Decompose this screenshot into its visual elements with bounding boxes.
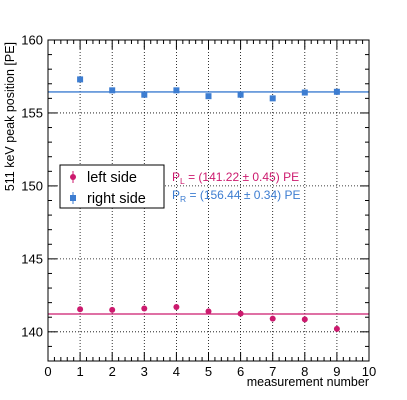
data-point-left	[301, 316, 308, 323]
data-point-right	[109, 87, 116, 94]
fit-label-right-sub: R	[180, 194, 186, 204]
x-tick-label: 2	[109, 364, 116, 379]
y-tick-label: 145	[21, 251, 43, 266]
data-point-left	[237, 310, 244, 317]
data-point-right	[77, 76, 84, 83]
data-point-left	[77, 306, 84, 313]
x-tick-label: 7	[269, 364, 276, 379]
axis-ticks	[47, 39, 370, 362]
data-point-right	[141, 91, 148, 98]
x-tick-label: 10	[362, 364, 376, 379]
y-axis-title: 511 keV peak position [PE]	[3, 42, 17, 191]
x-tick-label: 1	[76, 364, 83, 379]
data-point-right	[173, 87, 180, 94]
fit-label-right: PR = (156.44 ± 0.34) PE	[172, 188, 300, 204]
x-tick-label: 0	[44, 364, 51, 379]
y-tick-label: 140	[21, 324, 43, 339]
data-point-left	[109, 306, 116, 313]
legend-box	[59, 164, 165, 209]
x-tick-label: 9	[333, 364, 340, 379]
legend-right-marker	[70, 195, 76, 201]
data-point-right	[333, 88, 340, 95]
x-tick-label: 8	[301, 364, 308, 379]
data-points	[77, 76, 340, 332]
y-tick-label: 155	[21, 105, 43, 120]
tick-labels: 0 1 2 3 4 5 6 7 8 9 10 140 145 150 155 160	[21, 33, 376, 380]
fit-label-left-sub: L	[180, 176, 185, 186]
x-tick-label: 4	[173, 364, 180, 379]
fit-label-left: PL = (141.22 ± 0.45) PE	[172, 170, 299, 186]
y-tick-label: 150	[21, 178, 43, 193]
data-point-left	[269, 315, 276, 322]
data-point-right	[205, 93, 212, 100]
fit-label-left-prefix: P	[172, 170, 180, 184]
data-point-right	[301, 89, 308, 96]
y-tick-label: 160	[21, 33, 43, 48]
data-point-left	[141, 305, 148, 312]
data-point-right	[237, 91, 244, 98]
fit-label-left-text: = (141.22 ± 0.45) PE	[185, 170, 299, 184]
legend-right-label: right side	[87, 191, 146, 207]
legend: left side right side	[59, 164, 165, 209]
data-point-left	[205, 308, 212, 315]
data-point-right	[269, 95, 276, 102]
fit-label-right-text: = (156.44 ± 0.34) PE	[186, 188, 300, 202]
fit-label-right-prefix: P	[172, 188, 180, 202]
legend-left-marker	[70, 174, 76, 180]
data-point-left	[173, 304, 180, 311]
x-axis-title: measurement number	[247, 375, 369, 389]
legend-left-label: left side	[87, 170, 137, 186]
x-tick-label: 5	[205, 364, 212, 379]
x-tick-label: 6	[237, 364, 244, 379]
x-tick-label: 3	[141, 364, 148, 379]
data-point-left	[333, 325, 340, 332]
